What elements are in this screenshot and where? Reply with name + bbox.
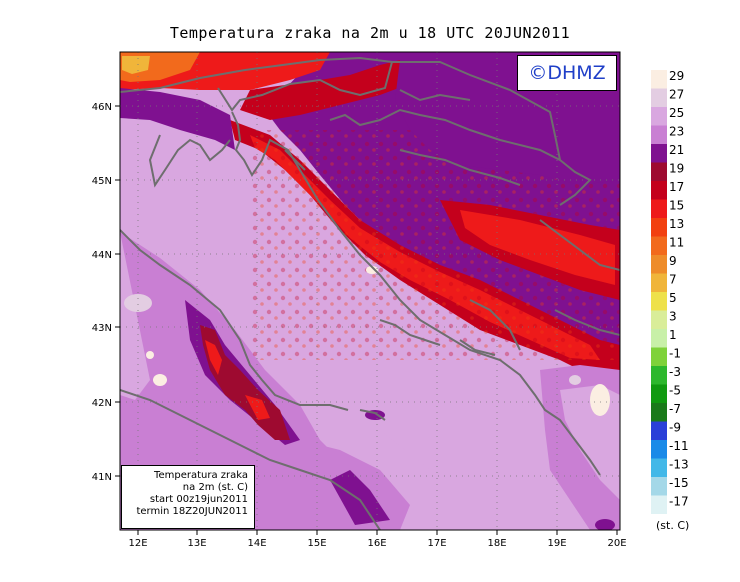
legend-label: -7	[669, 402, 681, 416]
dhmz-watermark: ©DHMZ	[517, 55, 617, 91]
legend-label: 23	[669, 125, 684, 139]
legend-swatch	[651, 125, 667, 144]
x-tick-label: 12E	[128, 538, 147, 549]
legend-swatch	[651, 218, 667, 237]
legend-label: 13	[669, 217, 684, 231]
legend-label: 19	[669, 162, 684, 176]
legend-swatch	[651, 440, 667, 459]
y-tick-label: 42N	[92, 398, 112, 409]
info-line: termin 18Z20JUN2011	[136, 506, 248, 517]
legend-label: -3	[669, 365, 681, 379]
legend-label: 29	[669, 69, 684, 83]
info-line: start 00z19jun2011	[149, 494, 248, 505]
x-tick-label: 15E	[307, 538, 326, 549]
y-tick-label: 44N	[92, 250, 112, 261]
legend-swatch	[651, 292, 667, 311]
axis-ticks	[115, 105, 618, 535]
legend-label: 21	[669, 143, 684, 157]
legend-swatch	[651, 70, 667, 89]
legend-swatch	[651, 236, 667, 255]
y-tick-label: 41N	[92, 472, 112, 483]
legend-units: (st. C)	[656, 519, 690, 532]
legend-swatch	[651, 144, 667, 163]
legend-swatch	[651, 88, 667, 107]
info-line: na 2m (st. C)	[182, 482, 248, 493]
legend-swatch	[651, 403, 667, 422]
legend-label: -5	[669, 384, 681, 398]
legend-swatch	[651, 384, 667, 403]
legend-label: 1	[669, 328, 677, 342]
legend-swatch	[651, 477, 667, 496]
x-tick-label: 13E	[187, 538, 206, 549]
coastlines	[120, 56, 620, 530]
legend-label: -15	[669, 476, 689, 490]
legend-label: -13	[669, 458, 689, 472]
legend-swatch	[651, 347, 667, 366]
info-line: Temperatura zraka	[154, 470, 248, 481]
legend-label: 11	[669, 236, 684, 250]
x-tick-label: 19E	[547, 538, 566, 549]
legend-swatch	[651, 421, 667, 440]
x-tick-label: 18E	[487, 538, 506, 549]
legend-label: 27	[669, 88, 684, 102]
y-tick-label: 45N	[92, 176, 112, 187]
y-tick-label: 43N	[92, 323, 112, 334]
x-tick-label: 14E	[247, 538, 266, 549]
legend-swatch	[651, 162, 667, 181]
info-box: Temperatura zraka na 2m (st. C) start 00…	[121, 465, 255, 529]
legend-label: -1	[669, 347, 681, 361]
legend-label: 15	[669, 199, 684, 213]
y-axis-labels: 46N 45N 44N 43N 42N 41N	[92, 102, 112, 483]
legend-label: 5	[669, 291, 677, 305]
legend-swatch	[651, 329, 667, 348]
legend-swatch	[651, 458, 667, 477]
y-tick-label: 46N	[92, 102, 112, 113]
legend-label: 25	[669, 106, 684, 120]
x-tick-label: 17E	[427, 538, 446, 549]
legend-label: 7	[669, 273, 677, 287]
legend-swatch	[651, 199, 667, 218]
legend-swatch	[651, 495, 667, 514]
x-axis-labels: 12E 13E 14E 15E 16E 17E 18E 19E 20E	[128, 538, 626, 549]
legend-swatch	[651, 366, 667, 385]
legend-label: 9	[669, 254, 677, 268]
legend-label: -17	[669, 495, 689, 509]
temperature-field	[120, 52, 620, 530]
map-frame	[119, 51, 621, 531]
legend-label: -9	[669, 421, 681, 435]
x-tick-label: 16E	[367, 538, 386, 549]
legend-label: 3	[669, 310, 677, 324]
legend-swatch	[651, 310, 667, 329]
x-tick-label: 20E	[607, 538, 626, 549]
legend-swatch	[651, 107, 667, 126]
legend-label: 17	[669, 180, 684, 194]
legend-swatch	[651, 255, 667, 274]
map-title: Temperatura zraka na 2m u 18 UTC 20JUN20…	[169, 24, 571, 42]
legend-label: -11	[669, 439, 689, 453]
legend-swatch	[651, 273, 667, 292]
legend-swatch	[651, 181, 667, 200]
color-legend: 29 27 25 23 21 19 17 15 13 11 9 7 5 3 1 -1 -3 -5 -7 -9 -11 -1…	[651, 69, 689, 514]
